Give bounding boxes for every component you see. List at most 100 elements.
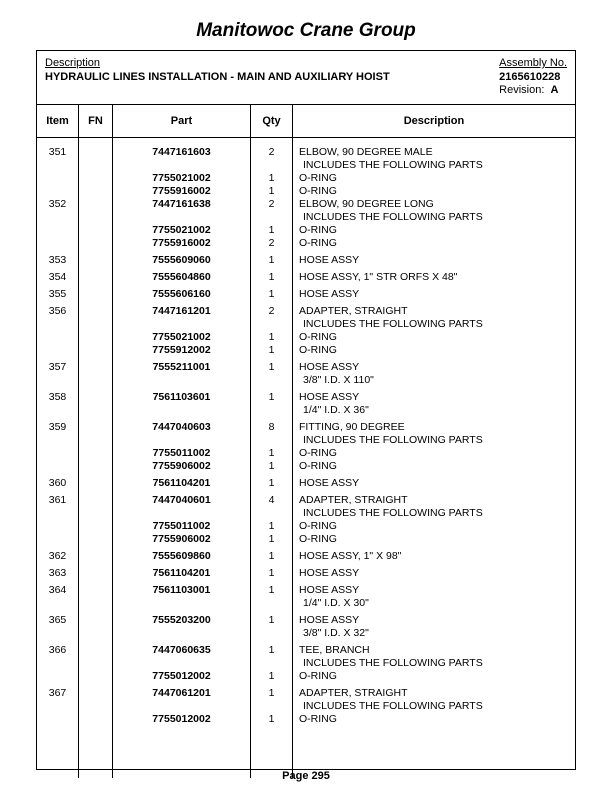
desc-sub-cell: 3/8" I.D. X 32" bbox=[299, 627, 575, 640]
qty-cell: 1 bbox=[251, 687, 292, 700]
desc-cell: O-RING bbox=[299, 172, 575, 185]
fn-cell bbox=[79, 584, 112, 597]
part-cell: 7755012002 bbox=[113, 713, 250, 726]
qty-cell: 2 bbox=[251, 146, 292, 159]
desc-sub-cell: INCLUDES THE FOLLOWING PARTS bbox=[299, 507, 575, 520]
revision-line: Revision: A bbox=[499, 84, 567, 96]
desc-cell: ELBOW, 90 DEGREE LONG bbox=[299, 198, 575, 211]
fn-cell bbox=[79, 550, 112, 563]
part-cell: 7755021002 bbox=[113, 224, 250, 237]
part-cell: 7755906002 bbox=[113, 533, 250, 546]
qty-cell: 1 bbox=[251, 271, 292, 284]
qty-cell: 1 bbox=[251, 567, 292, 580]
fn-cell bbox=[79, 391, 112, 404]
desc-sub-cell: INCLUDES THE FOLLOWING PARTS bbox=[299, 700, 575, 713]
item-cell: 364 bbox=[37, 584, 78, 597]
fn-cell bbox=[79, 687, 112, 700]
part-cell: 7555211001 bbox=[113, 361, 250, 374]
part-cell: 7755916002 bbox=[113, 185, 250, 198]
fn-cell bbox=[79, 288, 112, 301]
fn-cell bbox=[79, 305, 112, 318]
qty-cell: 1 bbox=[251, 172, 292, 185]
fn-cell bbox=[79, 494, 112, 507]
assembly-label: Assembly No. bbox=[499, 57, 567, 69]
part-cell: 7755011002 bbox=[113, 447, 250, 460]
part-cell: 7755906002 bbox=[113, 460, 250, 473]
part-cell: 7555203200 bbox=[113, 614, 250, 627]
part-cell: 7755916002 bbox=[113, 237, 250, 250]
fn-cell bbox=[79, 146, 112, 159]
part-cell: 7561104201 bbox=[113, 567, 250, 580]
qty-cell: 1 bbox=[251, 477, 292, 490]
part-cell: 7447161201 bbox=[113, 305, 250, 318]
desc-sub-cell: INCLUDES THE FOLLOWING PARTS bbox=[299, 211, 575, 224]
desc-cell: TEE, BRANCH bbox=[299, 644, 575, 657]
company-title: Manitowoc Crane Group bbox=[36, 20, 576, 42]
desc-cell: HOSE ASSY bbox=[299, 361, 575, 374]
col-desc: Description bbox=[293, 105, 575, 137]
fn-cell bbox=[79, 614, 112, 627]
qty-cell: 1 bbox=[251, 713, 292, 726]
item-cell: 366 bbox=[37, 644, 78, 657]
desc-sub-cell: INCLUDES THE FOLLOWING PARTS bbox=[299, 159, 575, 172]
desc-cell: O-RING bbox=[299, 447, 575, 460]
item-cell: 360 bbox=[37, 477, 78, 490]
desc-cell: O-RING bbox=[299, 185, 575, 198]
desc-cell: ELBOW, 90 DEGREE MALE bbox=[299, 146, 575, 159]
desc-cell: O-RING bbox=[299, 344, 575, 357]
fn-cell bbox=[79, 477, 112, 490]
col-fn: FN bbox=[79, 105, 113, 137]
desc-cell: O-RING bbox=[299, 460, 575, 473]
item-cell: 353 bbox=[37, 254, 78, 267]
desc-cell: O-RING bbox=[299, 533, 575, 546]
part-cell: 7555604860 bbox=[113, 271, 250, 284]
revision-value: A bbox=[551, 84, 559, 96]
item-cell: 362 bbox=[37, 550, 78, 563]
qty-cell: 1 bbox=[251, 331, 292, 344]
desc-cell: HOSE ASSY bbox=[299, 477, 575, 490]
col-qty: Qty bbox=[251, 105, 293, 137]
desc-sub-cell: INCLUDES THE FOLLOWING PARTS bbox=[299, 657, 575, 670]
assembly-value: 2165610228 bbox=[499, 71, 567, 83]
part-cell: 7555606160 bbox=[113, 288, 250, 301]
item-cell: 355 bbox=[37, 288, 78, 301]
fn-cell bbox=[79, 361, 112, 374]
col-part: Part bbox=[113, 105, 251, 137]
table-frame: Description HYDRAULIC LINES INSTALLATION… bbox=[36, 50, 576, 770]
part-cell: 7755011002 bbox=[113, 520, 250, 533]
part-cell: 7561103601 bbox=[113, 391, 250, 404]
qty-cell: 1 bbox=[251, 288, 292, 301]
part-cell: 7755021002 bbox=[113, 172, 250, 185]
item-cell: 351 bbox=[37, 146, 78, 159]
qty-cell: 1 bbox=[251, 644, 292, 657]
description-label: Description bbox=[45, 57, 390, 69]
item-cell: 361 bbox=[37, 494, 78, 507]
desc-sub-cell: INCLUDES THE FOLLOWING PARTS bbox=[299, 434, 575, 447]
fn-cell bbox=[79, 567, 112, 580]
part-cell: 7561103001 bbox=[113, 584, 250, 597]
col-item: Item bbox=[37, 105, 79, 137]
fn-cell bbox=[79, 254, 112, 267]
qty-cell: 4 bbox=[251, 494, 292, 507]
desc-cell: ADAPTER, STRAIGHT bbox=[299, 494, 575, 507]
fn-cell bbox=[79, 198, 112, 211]
qty-cell: 1 bbox=[251, 361, 292, 374]
desc-cell: O-RING bbox=[299, 224, 575, 237]
part-cell: 7447161603 bbox=[113, 146, 250, 159]
header-block: Description HYDRAULIC LINES INSTALLATION… bbox=[37, 51, 575, 105]
table-body: 3513523533543553563573583593603613623633… bbox=[37, 138, 575, 778]
qty-cell: 1 bbox=[251, 614, 292, 627]
qty-cell: 1 bbox=[251, 344, 292, 357]
desc-cell: HOSE ASSY bbox=[299, 391, 575, 404]
qty-cell: 1 bbox=[251, 584, 292, 597]
desc-cell: HOSE ASSY, 1" X 98" bbox=[299, 550, 575, 563]
part-cell: 7561104201 bbox=[113, 477, 250, 490]
qty-cell: 1 bbox=[251, 254, 292, 267]
desc-cell: HOSE ASSY bbox=[299, 614, 575, 627]
page-footer: Page 295 bbox=[0, 770, 612, 782]
desc-cell: O-RING bbox=[299, 331, 575, 344]
part-cell: 7755912002 bbox=[113, 344, 250, 357]
qty-cell: 1 bbox=[251, 520, 292, 533]
part-cell: 7447040601 bbox=[113, 494, 250, 507]
qty-cell: 2 bbox=[251, 237, 292, 250]
